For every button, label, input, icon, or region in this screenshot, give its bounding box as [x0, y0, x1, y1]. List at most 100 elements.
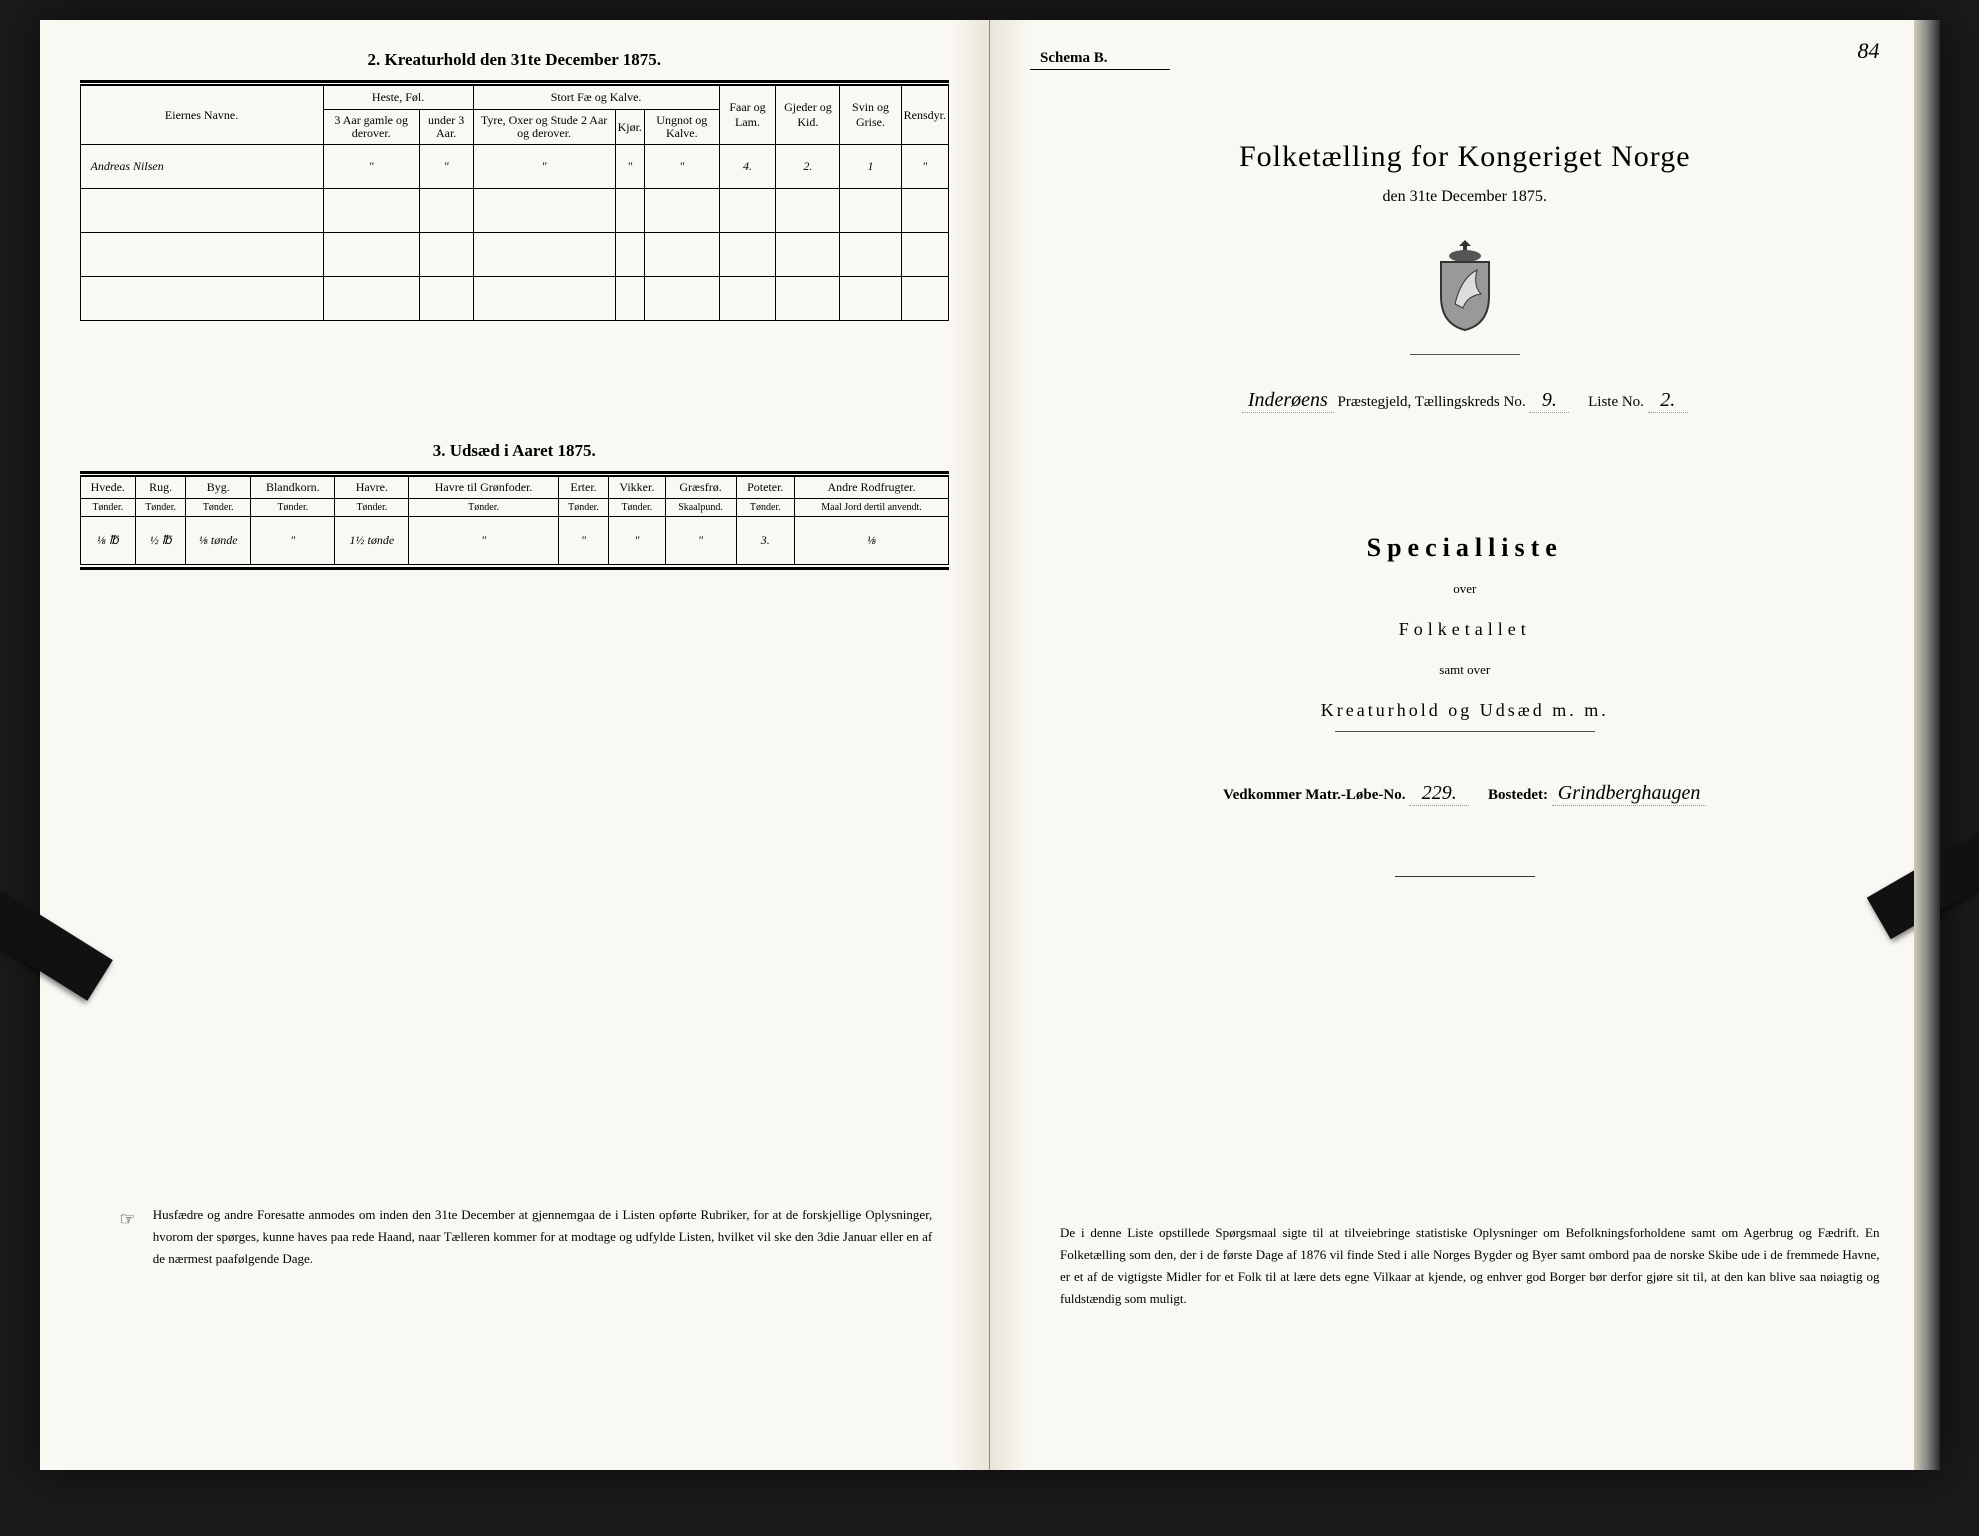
cell: "	[609, 517, 665, 565]
cell: ½ ℔	[135, 517, 185, 565]
label: Bostedet:	[1488, 787, 1548, 803]
rule	[80, 80, 950, 83]
table-row	[80, 189, 949, 233]
uh: Rug.	[135, 477, 185, 499]
uh: Vikker.	[609, 477, 665, 499]
bosted-name: Grindberghaugen	[1552, 782, 1707, 806]
us: Tønder.	[135, 499, 185, 517]
rule	[1335, 731, 1595, 732]
uh: Græsfrø.	[665, 477, 736, 499]
table-row	[80, 233, 949, 277]
col-stort: Stort Fæ og Kalve.	[473, 86, 719, 110]
cell: 1	[840, 145, 901, 189]
cell: "	[558, 517, 608, 565]
schema-label: Schema B.	[1040, 50, 1900, 67]
left-page: 2. Kreaturhold den 31te December 1875. E…	[40, 20, 991, 1470]
uh: Havre til Grønfoder.	[409, 477, 559, 499]
us: Skaalpund.	[665, 499, 736, 517]
section2-title: 2. Kreaturhold den 31te December 1875.	[80, 50, 950, 70]
us: Maal Jord dertil anvendt.	[795, 499, 949, 517]
cell: "	[419, 145, 473, 189]
col-stort-c: Ungnot og Kalve.	[644, 110, 719, 145]
rule	[1395, 876, 1535, 877]
uh: Poteter.	[736, 477, 794, 499]
label: samt over	[1030, 662, 1900, 678]
matr-no: 229.	[1409, 782, 1469, 806]
cell: 1½ tønde	[335, 517, 409, 565]
label: Vedkommer Matr.-Løbe-No.	[1223, 787, 1405, 803]
kreds-no: 9.	[1529, 389, 1569, 413]
udsaed-table: Hvede. Rug. Byg. Blandkorn. Havre. Havre…	[80, 476, 950, 565]
col-ren: Rensdyr.	[901, 86, 948, 145]
label: Liste No.	[1588, 394, 1644, 410]
right-page: 84 Schema B. Folketælling for Kongeriget…	[990, 20, 1940, 1470]
table-row: ⅛ ℔ ½ ℔ ⅛ tønde " 1½ tønde " " " " 3. ⅛	[80, 517, 949, 565]
pointing-hand-icon: ☞	[120, 1204, 150, 1235]
uh: Erter.	[558, 477, 608, 499]
rule	[1410, 354, 1520, 355]
uh: Andre Rodfrugter.	[795, 477, 949, 499]
cell: "	[615, 145, 644, 189]
census-date: den 31te December 1875.	[1030, 188, 1900, 206]
cell: "	[323, 145, 419, 189]
page-number: 84	[1858, 38, 1880, 64]
cell: "	[901, 145, 948, 189]
col-stort-b: Kjør.	[615, 110, 644, 145]
cell-navn: Andreas Nilsen	[80, 145, 323, 189]
col-gjed: Gjeder og Kid.	[776, 86, 840, 145]
us: Tønder.	[409, 499, 559, 517]
col-stort-a: Tyre, Oxer og Stude 2 Aar og derover.	[473, 110, 615, 145]
parish-line: Inderøens Præstegjeld, Tællingskreds No.…	[1030, 389, 1900, 413]
cell: ⅛ tønde	[186, 517, 251, 565]
label: over	[1030, 581, 1900, 597]
specialliste-heading: Specialliste	[1030, 533, 1900, 563]
right-footnote: De i denne Liste opstillede Spørgsmaal s…	[1060, 1222, 1880, 1310]
col-heste-b: under 3 Aar.	[419, 110, 473, 145]
left-footnote: ☞ Husfædre og andre Foresatte anmodes om…	[120, 1204, 940, 1270]
book-spread: 2. Kreaturhold den 31te December 1875. E…	[40, 20, 1940, 1470]
col-eier: Eiernes Navne.	[80, 86, 323, 145]
book-edge-right	[1914, 20, 1940, 1470]
matr-line: Vedkommer Matr.-Løbe-No. 229. Bostedet: …	[1030, 782, 1900, 806]
us: Tønder.	[609, 499, 665, 517]
col-svin: Svin og Grise.	[840, 86, 901, 145]
table-row	[80, 277, 949, 321]
liste-no: 2.	[1648, 389, 1688, 413]
section3-title: 3. Udsæd i Aaret 1875.	[80, 441, 950, 461]
kreatur-table: Eiernes Navne. Heste, Føl. Stort Fæ og K…	[80, 85, 950, 321]
us: Tønder.	[80, 499, 135, 517]
us: Tønder.	[736, 499, 794, 517]
cell: "	[409, 517, 559, 565]
rule	[80, 471, 950, 474]
col-heste: Heste, Føl.	[323, 86, 473, 110]
table-row: Andreas Nilsen " " " " " 4. 2. 1 "	[80, 145, 949, 189]
col-heste-a: 3 Aar gamle og derover.	[323, 110, 419, 145]
cell: ⅛ ℔	[80, 517, 135, 565]
cell: ⅛	[795, 517, 949, 565]
census-title: Folketælling for Kongeriget Norge	[1030, 140, 1900, 174]
us: Tønder.	[186, 499, 251, 517]
clip-icon	[0, 891, 112, 1001]
uh: Havre.	[335, 477, 409, 499]
us: Tønder.	[558, 499, 608, 517]
kreaturhold-heading: Kreaturhold og Udsæd m. m.	[1030, 700, 1900, 721]
cell: 2.	[776, 145, 840, 189]
footnote-text: Husfædre og andre Foresatte anmodes om i…	[153, 1204, 933, 1270]
uh: Blandkorn.	[251, 477, 335, 499]
us: Tønder.	[251, 499, 335, 517]
cell: 4.	[719, 145, 776, 189]
cell: "	[473, 145, 615, 189]
cell: "	[644, 145, 719, 189]
uh: Byg.	[186, 477, 251, 499]
us: Tønder.	[335, 499, 409, 517]
cell: "	[665, 517, 736, 565]
rule	[80, 567, 950, 570]
uh: Hvede.	[80, 477, 135, 499]
coat-of-arms-icon	[1425, 234, 1505, 334]
parish-name: Inderøens	[1242, 389, 1334, 413]
udsaed-block: 3. Udsæd i Aaret 1875. Hvede. Rug. Byg. …	[80, 441, 950, 570]
cell: 3.	[736, 517, 794, 565]
col-faar: Faar og Lam.	[719, 86, 776, 145]
folketallet-heading: Folketallet	[1030, 619, 1900, 640]
rule	[1030, 69, 1170, 70]
